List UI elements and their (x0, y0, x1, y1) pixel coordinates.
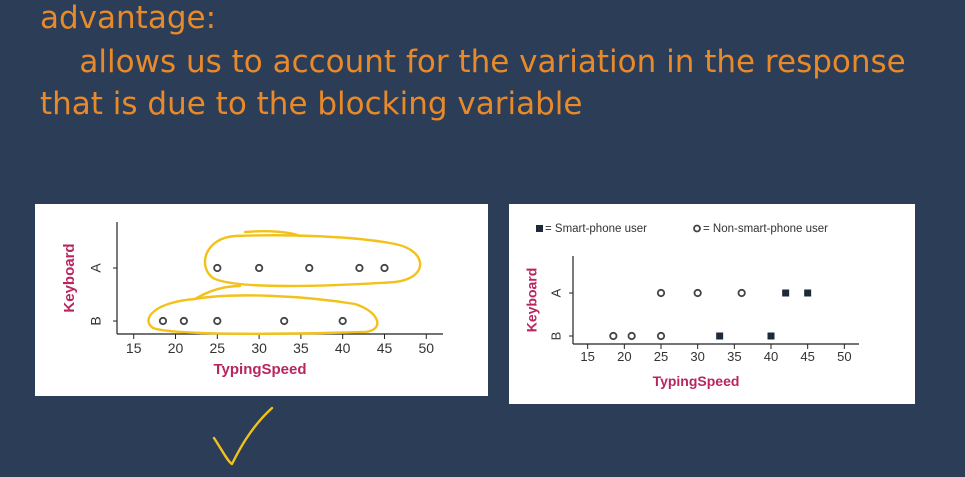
x-tick-label: 15 (126, 340, 142, 356)
x-tick-label: 20 (617, 349, 631, 364)
chart-right-svg: 15 20 25 30 35 40 45 50 B A TypingSpeed Keyboard = S… (524, 223, 859, 389)
data-point-circle (737, 288, 746, 298)
slide-line-3: that is due to the blocking variable (40, 86, 583, 122)
annotation-oval-a (203, 234, 422, 288)
x-axis-title: TypingSpeed (213, 361, 306, 378)
data-point-circle (355, 263, 364, 273)
legend-square-marker (536, 225, 543, 232)
chart-panel-right: 15 20 25 30 35 40 45 50 B A TypingSpeed Keyboard = S… (509, 204, 915, 404)
x-tick-label: 30 (251, 340, 267, 356)
data-point-square (782, 289, 790, 297)
data-point-circle (280, 316, 289, 326)
chart-left-svg: 15 20 25 30 35 40 45 50 B A TypingSpeed Keyboard (61, 222, 443, 378)
data-point-circle (656, 288, 666, 298)
y-axis-title: Keyboard (524, 268, 540, 333)
x-tick-label: 50 (837, 349, 851, 364)
data-point-circle (609, 331, 618, 341)
x-tick-label: 45 (377, 340, 393, 356)
x-tick-label: 25 (654, 349, 668, 364)
data-point-square (767, 332, 775, 340)
y-tick-label: B (548, 332, 563, 341)
x-tick-label: 50 (418, 340, 434, 356)
data-point-circle (179, 316, 188, 326)
x-tick-label: 40 (764, 349, 778, 364)
data-point-circle (213, 263, 222, 273)
x-tick-label: 15 (580, 349, 594, 364)
x-tick-label: 35 (293, 340, 309, 356)
data-point-circle (693, 288, 702, 298)
data-point-circle (338, 316, 347, 326)
x-tick-label: 30 (690, 349, 704, 364)
x-axis-title: TypingSpeed (653, 373, 740, 389)
slide-line-1: advantage: (40, 0, 217, 36)
x-tick-label: 20 (168, 340, 184, 356)
data-point-square (716, 332, 724, 340)
legend-entry-smartphone: = Smart-phone user (545, 223, 647, 235)
data-point-square (804, 289, 812, 297)
chart-panel-left: 15 20 25 30 35 40 45 50 B A TypingSpeed Keyboard (35, 204, 488, 396)
legend-entry-non-smartphone: = Non-smart-phone user (703, 223, 828, 235)
y-axis-title: Keyboard (61, 243, 78, 312)
data-point-circle (656, 331, 666, 341)
annotation-stroke (243, 230, 302, 238)
y-tick-label: A (548, 288, 563, 297)
x-tick-label: 25 (210, 340, 226, 356)
y-tick-label: A (88, 263, 104, 273)
x-tick-label: 35 (727, 349, 741, 364)
slide-line-2: allows us to account for the variation i… (40, 44, 906, 80)
x-tick-label: 40 (335, 340, 351, 356)
legend-circle-marker (693, 224, 701, 233)
data-point-circle (213, 316, 222, 326)
y-tick-label: B (88, 316, 104, 325)
annotation-stroke (193, 284, 242, 301)
data-point-circle (158, 316, 168, 326)
checkmark-icon (212, 406, 274, 466)
x-tick-label: 45 (800, 349, 814, 364)
annotation-oval-b (147, 294, 379, 335)
data-point-circle (627, 331, 636, 341)
data-point-circle (380, 263, 389, 273)
data-point-circle (255, 263, 264, 273)
data-point-circle (305, 263, 314, 273)
